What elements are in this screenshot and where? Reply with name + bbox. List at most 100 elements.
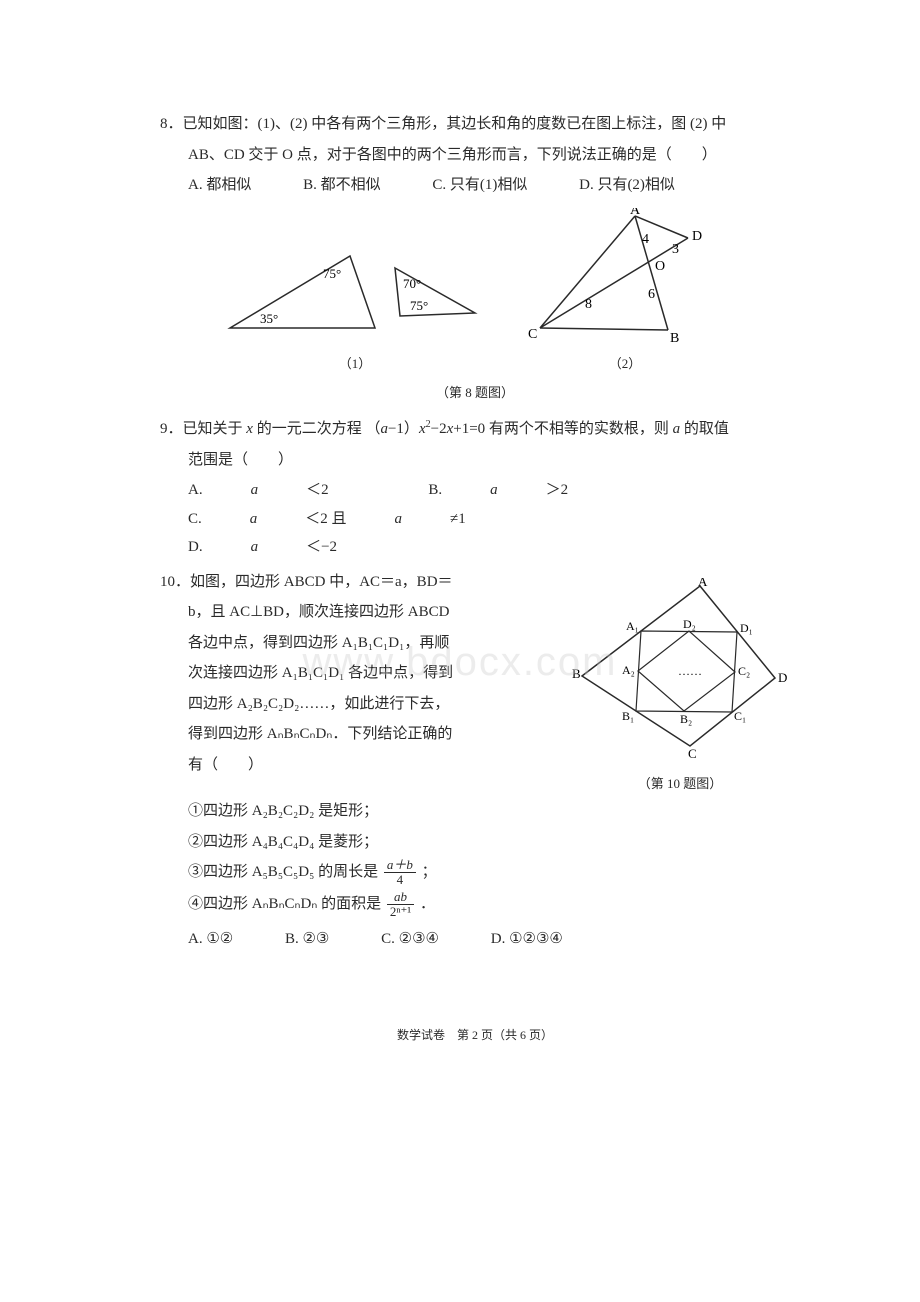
q9-t6: 的取值 <box>680 421 729 437</box>
q9D1: D. <box>188 533 203 562</box>
q10-s4: ④四边形 AₙBₙCₙDₙ 的面积是 ab2ⁿ⁺¹ ． <box>160 890 790 920</box>
q9C3: ≠1 <box>450 505 466 534</box>
q9Ba: a <box>490 476 498 505</box>
q10-s4a: ④四边形 AₙBₙCₙDₙ 的面积是 <box>188 896 381 912</box>
q9D2: ＜−2 <box>306 533 337 562</box>
q9-optA: A. a ＜2 <box>188 476 377 505</box>
q10-figure: …… A B C D A₁ D₁ B₁ C₁ A₂ D₂ C₂ B₂ （第 10… <box>570 568 790 797</box>
q9-t3: −1） <box>388 421 419 437</box>
q10-s3a: ③四边形 A₅B₅C₅D₅ 的周长是 <box>188 864 378 880</box>
q10-D2: D₂ <box>683 617 696 631</box>
q10-f1n: a＋b <box>384 858 416 873</box>
q8-fig2-CD <box>540 238 688 328</box>
q8-fig2-wrap: A D O B C 4 3 6 8 （2） <box>520 208 730 377</box>
q10-l7: 有（ ） <box>160 751 550 780</box>
q10-dots: …… <box>678 664 702 678</box>
question-8: 8．已知如图：(1)、(2) 中各有两个三角形，其边长和角的度数已在图上标注，图… <box>160 110 790 405</box>
q10-options: A. ①② B. ②③ C. ②③④ D. ①②③④ <box>160 925 790 954</box>
q9-line2: 范围是（ ） <box>160 446 790 475</box>
q8-lblA: A <box>630 208 641 218</box>
q9A2: ＜2 <box>306 476 329 505</box>
q10-l6: 得到四边形 AₙBₙCₙDₙ．下列结论正确的 <box>160 720 550 749</box>
q10-s3: ③四边形 A₅B₅C₅D₅ 的周长是 a＋b4 ； <box>160 858 790 888</box>
q8-line1-text: 已知如图：(1)、(2) 中各有两个三角形，其边长和角的度数已在图上标注，图 (… <box>183 116 727 132</box>
q9-t4: −2 <box>431 421 447 437</box>
q10-A2: A₂ <box>622 663 635 677</box>
q10-caption: （第 10 题图） <box>570 772 790 797</box>
q9-t5: +1=0 有两个不相等的实数根，则 <box>453 421 672 437</box>
q10-C2: C₂ <box>738 664 750 678</box>
q8-fig1-ang2: 75° <box>323 266 341 281</box>
q10-text: 10．如图，四边形 ABCD 中，AC＝a，BD＝ b，且 AC⊥BD，顺次连接… <box>160 568 550 782</box>
q8-fig1-ang3: 70° <box>403 276 421 291</box>
q8-s4: 4 <box>642 232 649 247</box>
q10-optD: D. ①②③④ <box>491 925 563 954</box>
q10-A: A <box>698 578 708 589</box>
q8-fig1-wrap: 35° 75° 70° 75° （1） <box>220 238 490 377</box>
q9-num: 9． <box>160 421 183 437</box>
q10-l4: 次连接四边形 A₁B₁C₁D₁ 各边中点，得到 <box>160 659 550 688</box>
q9Ca: a <box>250 505 258 534</box>
q10-B: B <box>572 666 581 681</box>
q9-x2: x <box>419 421 426 437</box>
page-content: 8 ． 已知如图：(1)、(2) 中各有两个三角形，其边长和角的度数已在图上标注，图… <box>0 0 920 1087</box>
q10-optB: B. ②③ <box>285 925 329 954</box>
q10-num: 10． <box>160 574 190 590</box>
q9B2: ＞2 <box>546 476 569 505</box>
q9-options: A. a＜2 B. a＞2 C. a＜2 且 a≠1 D. a＜−2 <box>160 476 790 562</box>
q8-optD: D. 只有(2)相似 <box>579 171 675 200</box>
q10-A1: A₁ <box>626 619 639 633</box>
q8-line2: AB、CD 交于 O 点，对于各图中的两个三角形而言，下列说法正确的是（ ） <box>160 141 790 170</box>
q8-fig1-tri1 <box>230 256 375 328</box>
q10-B2: B₂ <box>680 712 692 726</box>
q9-line1: 9．已知关于 x 的一元二次方程 （a−1）x2−2x+1=0 有两个不相等的实… <box>160 415 790 444</box>
q10-B1: B₁ <box>622 709 634 723</box>
q8-optC: C. 只有(1)相似 <box>432 171 527 200</box>
q8-optA: A. 都相似 <box>188 171 251 200</box>
q8-options: A. 都相似 B. 都不相似 C. 只有(1)相似 D. 只有(2)相似 <box>160 171 790 200</box>
q8-optB: B. 都不相似 <box>303 171 381 200</box>
q9-optC: C. a＜2 且 a≠1 <box>188 505 514 534</box>
q8-fig2-CB <box>540 328 668 330</box>
q9Da: a <box>251 533 259 562</box>
q9B1: B. <box>428 476 442 505</box>
q9-optB: B. a ＞2 <box>428 476 616 505</box>
q10-D: D <box>778 670 787 685</box>
q8-s3: 3 <box>672 242 679 257</box>
q10-f1d: 4 <box>384 873 416 887</box>
q8-lblO: O <box>655 259 665 274</box>
q10-optA: A. ①② <box>188 925 233 954</box>
q8-lblB: B <box>670 331 679 346</box>
q10-s2: ②四边形 A₄B₄C₄D₄ 是菱形； <box>160 828 790 857</box>
q10-f2n: ab <box>387 890 414 905</box>
q10-l5: 四边形 A₂B₂C₂D₂……，如此进行下去， <box>160 690 550 719</box>
q9-x1: x <box>246 421 253 437</box>
q10-s3b: ； <box>422 864 437 880</box>
page-footer: 数学试卷 第 2 页（共 6 页） <box>160 1024 790 1047</box>
q8-fig1-ang1: 35° <box>260 311 278 326</box>
q8-fig1-label: （1） <box>220 352 490 377</box>
q9Aa: a <box>251 476 259 505</box>
q10-s4b: ． <box>420 896 435 912</box>
q8-caption: （第 8 题图） <box>160 381 790 406</box>
q8-s8: 8 <box>585 297 592 312</box>
q9-t2: 的一元二次方程 （ <box>253 421 381 437</box>
q8-s6: 6 <box>648 287 655 302</box>
q10-frac1: a＋b4 <box>384 858 416 888</box>
q10-C: C <box>688 746 697 758</box>
q9-t1: 已知关于 <box>183 421 247 437</box>
q10-D1: D₁ <box>740 621 753 635</box>
q8-fig1-svg: 35° 75° 70° 75° <box>220 238 490 348</box>
q10-svg: …… A B C D A₁ D₁ B₁ C₁ A₂ D₂ C₂ B₂ <box>570 578 790 758</box>
q10-optC: C. ②③④ <box>381 925 439 954</box>
q10-frac2: ab2ⁿ⁺¹ <box>387 890 414 920</box>
q8-lblD: D <box>692 229 702 244</box>
q10-f2d: 2ⁿ⁺¹ <box>387 905 414 919</box>
question-9: 9．已知关于 x 的一元二次方程 （a−1）x2−2x+1=0 有两个不相等的实… <box>160 415 790 562</box>
q9C1: C. <box>188 505 202 534</box>
q8-fig2-svg: A D O B C 4 3 6 8 <box>520 208 730 348</box>
q10-l1t: 如图，四边形 ABCD 中，AC＝a，BD＝ <box>190 574 453 590</box>
q8-fig1-ang4: 75° <box>410 298 428 313</box>
q9A1: A. <box>188 476 203 505</box>
q9-optD: D. a ＜−2 <box>188 533 385 562</box>
